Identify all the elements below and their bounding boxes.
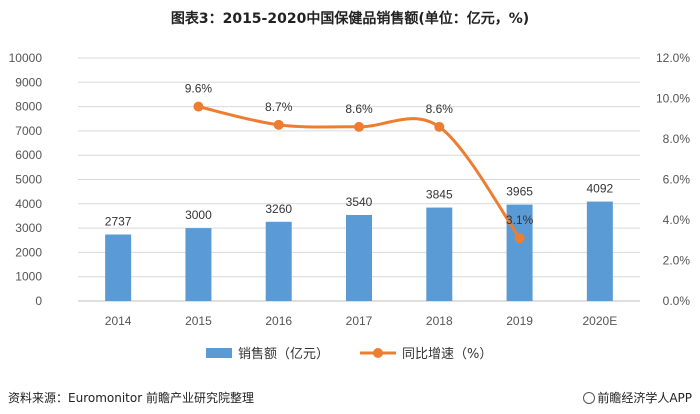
chart-title: 图表3：2015-2020中国保健品销售额(单位：亿元，%) [170,11,530,27]
bar [426,207,453,301]
brand-label: 前瞻经济学人APP [583,389,692,406]
bar [265,221,292,301]
bar [346,214,372,301]
y-left-tick-label: 0 [35,294,42,308]
bar-value-label: 2737 [105,214,132,228]
data-labels: 2737 3000 3260 3540 3845 3965 4092 9.6% 8.7% 8.6%… [105,82,614,229]
y-right-tick-label: 12.0% [656,51,690,65]
y-left-tick-label: 2000 [15,245,42,259]
bar-value-label: 4092 [587,182,614,196]
y-right-tick-label: 6.0% [663,173,691,187]
bar [185,228,212,301]
y-right-tick-label: 0.0% [663,294,691,308]
y-left-tick-label: 9000 [15,75,42,89]
line-point [354,121,364,132]
bar-value-label: 3845 [426,188,453,202]
line-value-label: 3.1% [506,213,534,227]
y-left-tick-label: 5000 [15,173,42,187]
y-left-tick-label: 4000 [15,197,42,211]
legend-bar-swatch [206,348,232,358]
legend-line-label: 同比增速（%） [402,347,492,362]
x-tick-label: 2019 [506,314,533,328]
axes: 0 1000 2000 3000 4000 5000 6000 7000 8000 9000 100… [9,51,691,328]
line-value-label: 8.6% [345,102,373,116]
legend-line-marker [373,348,383,358]
y-right-tick-label: 10.0% [656,92,690,106]
y-right-tick-label: 8.0% [663,132,691,146]
y-left-tick-label: 1000 [15,270,42,284]
line-value-label: 8.6% [426,102,454,116]
line-point [434,121,445,132]
x-tick-label: 2018 [426,314,453,328]
brand-text: 前瞻经济学人APP [597,391,692,405]
y-left-tick-label: 3000 [15,221,42,235]
x-tick-label: 2016 [265,314,292,328]
line-point [273,119,284,130]
y-right-tick-label: 4.0% [663,213,691,227]
bar [506,204,533,301]
bar [586,201,613,301]
x-tick-label: 2015 [185,314,212,328]
line-value-label: 8.7% [265,100,293,114]
y-left-tick-label: 10000 [9,51,43,65]
x-tick-label: 2020E [583,314,618,328]
line-value-label: 9.6% [185,82,213,96]
bar-series [105,201,613,301]
brand-logo-icon [583,392,596,404]
bar-value-label: 3540 [346,195,373,209]
x-tick-label: 2017 [346,314,373,328]
x-tick-label: 2014 [105,314,132,328]
bar-value-label: 3965 [506,185,533,199]
bar [105,234,132,301]
legend: 销售额（亿元） 同比增速（%） [206,346,492,362]
bar-value-label: 3260 [265,202,292,216]
line-series [193,101,525,244]
line-point [193,101,204,112]
legend-bar-label: 销售额（亿元） [238,346,329,362]
y-left-tick-label: 8000 [15,100,42,114]
y-left-tick-label: 7000 [15,124,42,138]
bar-value-label: 3000 [185,208,212,222]
y-right-tick-label: 2.0% [663,254,691,268]
line-point [514,233,525,244]
y-left-tick-label: 6000 [15,148,42,162]
source-note: 资料来源：Euromonitor 前瞻产业研究院整理 [8,391,254,405]
